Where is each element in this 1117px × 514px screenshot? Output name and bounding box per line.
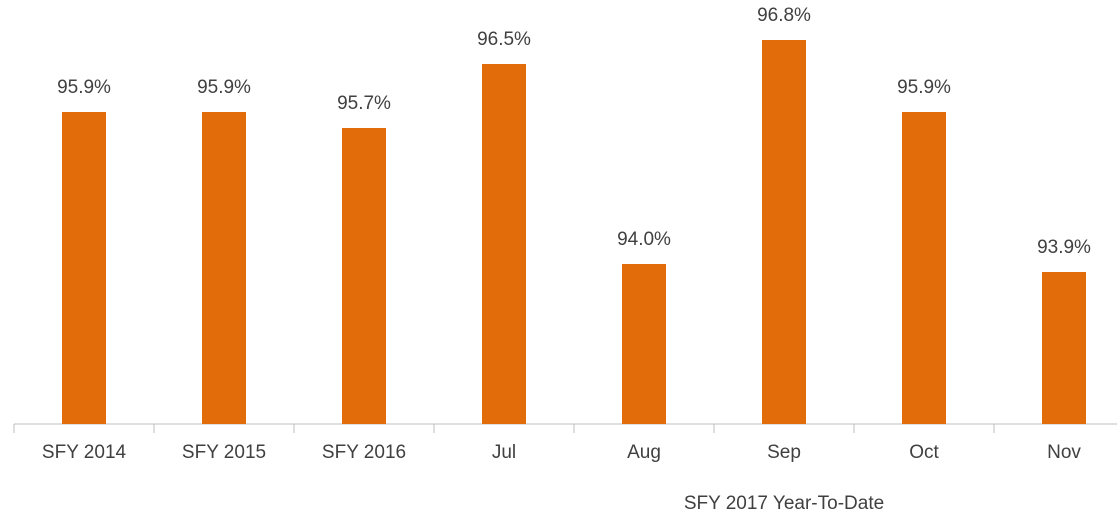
x-tick-label: Aug bbox=[627, 442, 661, 463]
x-tick-label: Sep bbox=[767, 442, 801, 463]
x-tick-label: SFY 2015 bbox=[182, 442, 266, 463]
data-label: 93.9% bbox=[1037, 237, 1091, 258]
x-tick-label: SFY 2014 bbox=[42, 442, 127, 463]
data-label: 95.7% bbox=[337, 93, 391, 114]
data-label: 95.9% bbox=[197, 77, 251, 98]
x-group-label: SFY 2017 Year-To-Date bbox=[684, 493, 884, 514]
x-tick-label: Jul bbox=[492, 442, 516, 463]
bar bbox=[762, 40, 806, 424]
data-label: 96.5% bbox=[477, 29, 531, 50]
bar bbox=[1042, 272, 1086, 424]
data-label: 95.9% bbox=[897, 77, 951, 98]
x-tick-label: Nov bbox=[1047, 442, 1081, 463]
x-tick-label: SFY 2016 bbox=[322, 442, 406, 463]
data-label: 95.9% bbox=[57, 77, 111, 98]
bar bbox=[902, 112, 946, 424]
data-label: 94.0% bbox=[617, 229, 671, 250]
bar bbox=[622, 264, 666, 424]
data-label: 96.8% bbox=[757, 5, 811, 26]
x-tick-label: Oct bbox=[909, 442, 939, 463]
bar bbox=[62, 112, 106, 424]
bar bbox=[482, 64, 526, 424]
bar bbox=[202, 112, 246, 424]
bar bbox=[342, 128, 386, 424]
